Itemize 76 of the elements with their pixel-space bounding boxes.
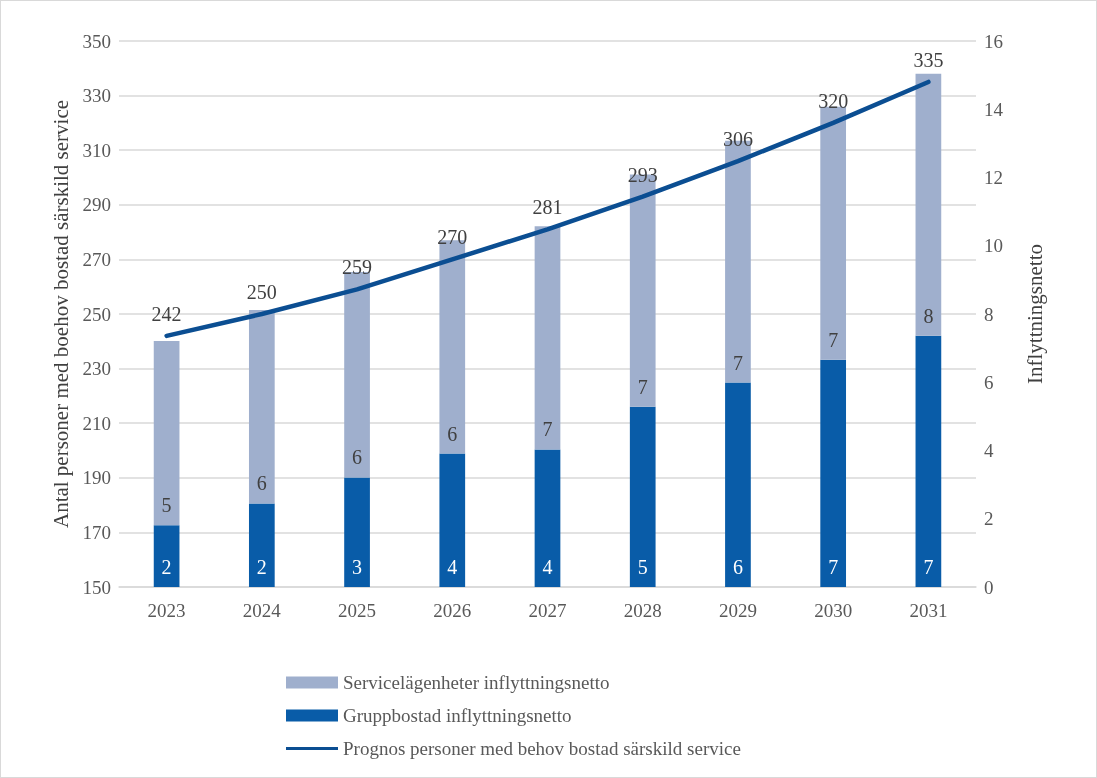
data-label: 2 [256, 556, 267, 578]
x-tick-label: 2027 [528, 600, 567, 621]
y-tick-label: 290 [82, 194, 111, 216]
y-tick-label: 310 [82, 139, 111, 161]
data-label: 335 [913, 48, 944, 71]
x-tick-label: 2024 [242, 600, 282, 621]
y-tick-label: 230 [82, 358, 111, 380]
y-tick-label: 250 [82, 303, 111, 325]
data-label: 320 [818, 89, 849, 112]
y2-tick-label: 2 [984, 508, 994, 530]
bar [534, 226, 561, 450]
y-axis-title: Antal personer med boehov bostad särskild service [48, 99, 73, 529]
y2-tick-label: 12 [984, 167, 1003, 188]
bar [248, 309, 275, 504]
data-label: 8 [923, 304, 934, 327]
data-label: 6 [256, 472, 267, 495]
x-tick-label: 2028 [623, 600, 662, 621]
y2-tick-label: 8 [984, 303, 994, 325]
bar [248, 503, 275, 587]
data-label: 7 [828, 328, 839, 351]
data-label: 6 [732, 556, 743, 578]
data-label: 242 [151, 302, 182, 325]
data-label: 306 [722, 128, 753, 151]
data-label: 5 [637, 556, 648, 578]
data-label: 281 [532, 196, 563, 219]
y-tick-label: 330 [82, 85, 111, 107]
bar [153, 340, 180, 526]
y-tick-label: 270 [82, 248, 111, 270]
bar [439, 453, 466, 587]
data-label: 2 [161, 556, 172, 578]
y2-tick-label: 6 [984, 371, 994, 393]
bar [725, 382, 751, 587]
y-tick-label: 350 [82, 30, 111, 52]
data-label: 293 [627, 163, 658, 186]
x-tick-label: 2030 [814, 600, 853, 621]
data-label: 7 [637, 375, 648, 398]
data-label: 259 [342, 256, 373, 279]
bar [344, 477, 370, 587]
x-tick-label: 2031 [909, 600, 948, 621]
bar [153, 525, 180, 587]
legend-label: Servicelägenheter inflyttningsnetto [343, 672, 610, 693]
data-label: 7 [732, 351, 743, 374]
legend-label: Gruppbostad inflyttningsnetto [343, 705, 572, 726]
x-tick-label: 2025 [338, 600, 377, 621]
y2-tick-label: 16 [984, 30, 1003, 52]
y2-tick-label: 0 [984, 576, 994, 598]
data-label: 7 [542, 418, 553, 441]
data-label: 7 [828, 556, 839, 578]
data-label: 5 [161, 494, 172, 517]
bar [629, 406, 656, 587]
bar [820, 359, 847, 587]
y2-tick-label: 10 [984, 235, 1003, 257]
data-label: 250 [246, 281, 277, 303]
bar [534, 449, 561, 587]
x-tick-label: 2026 [433, 600, 472, 621]
legend-label: Prognos personer med behov bostad särskild service [343, 738, 741, 759]
bar [915, 335, 942, 587]
y-tick-label: 190 [82, 467, 111, 489]
data-label: 7 [923, 556, 934, 578]
y-tick-label: 150 [82, 576, 111, 598]
data-label: 270 [437, 226, 468, 249]
data-label: 6 [447, 422, 458, 445]
y-tick-label: 210 [82, 412, 111, 434]
x-tick-label: 2029 [718, 600, 757, 621]
data-label: 4 [542, 556, 553, 578]
data-label: 3 [352, 556, 363, 578]
bar [344, 272, 370, 478]
bar [820, 106, 847, 360]
y-tick-label: 170 [82, 521, 111, 543]
data-label: 6 [352, 446, 363, 469]
y2-tick-label: 4 [984, 440, 994, 461]
data-label: 4 [447, 556, 458, 578]
x-tick-label: 2023 [147, 600, 186, 621]
y2-tick-label: 14 [984, 98, 1004, 120]
bar [915, 73, 942, 336]
y2-axis-title: Inflyttningsnetto [1022, 244, 1047, 384]
